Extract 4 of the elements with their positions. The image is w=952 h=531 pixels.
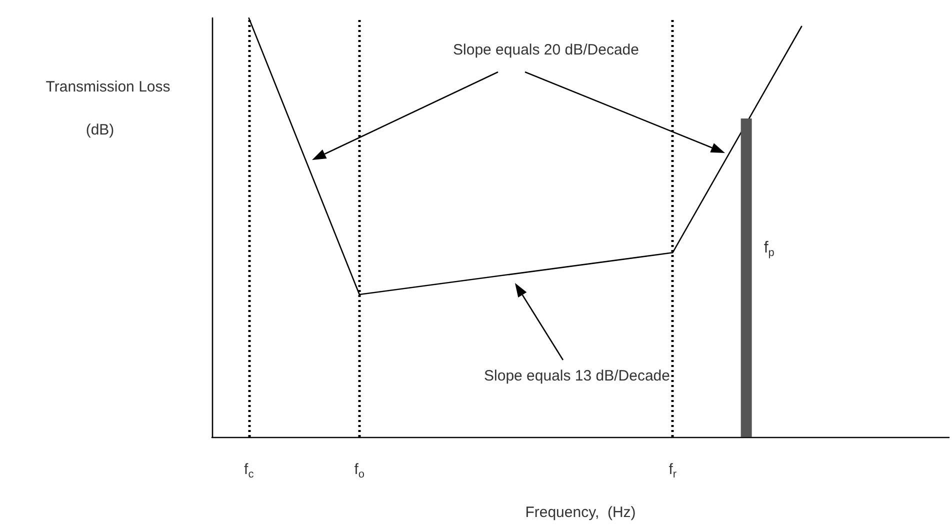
annotation: Slope equals 13 dB/Decade xyxy=(484,368,670,384)
text: Transmission Loss (dB) xyxy=(46,78,170,138)
annotation: Slope equals 20 dB/Decade xyxy=(453,42,639,58)
x-axis-title: Frequency, (Hz) xyxy=(525,504,636,521)
